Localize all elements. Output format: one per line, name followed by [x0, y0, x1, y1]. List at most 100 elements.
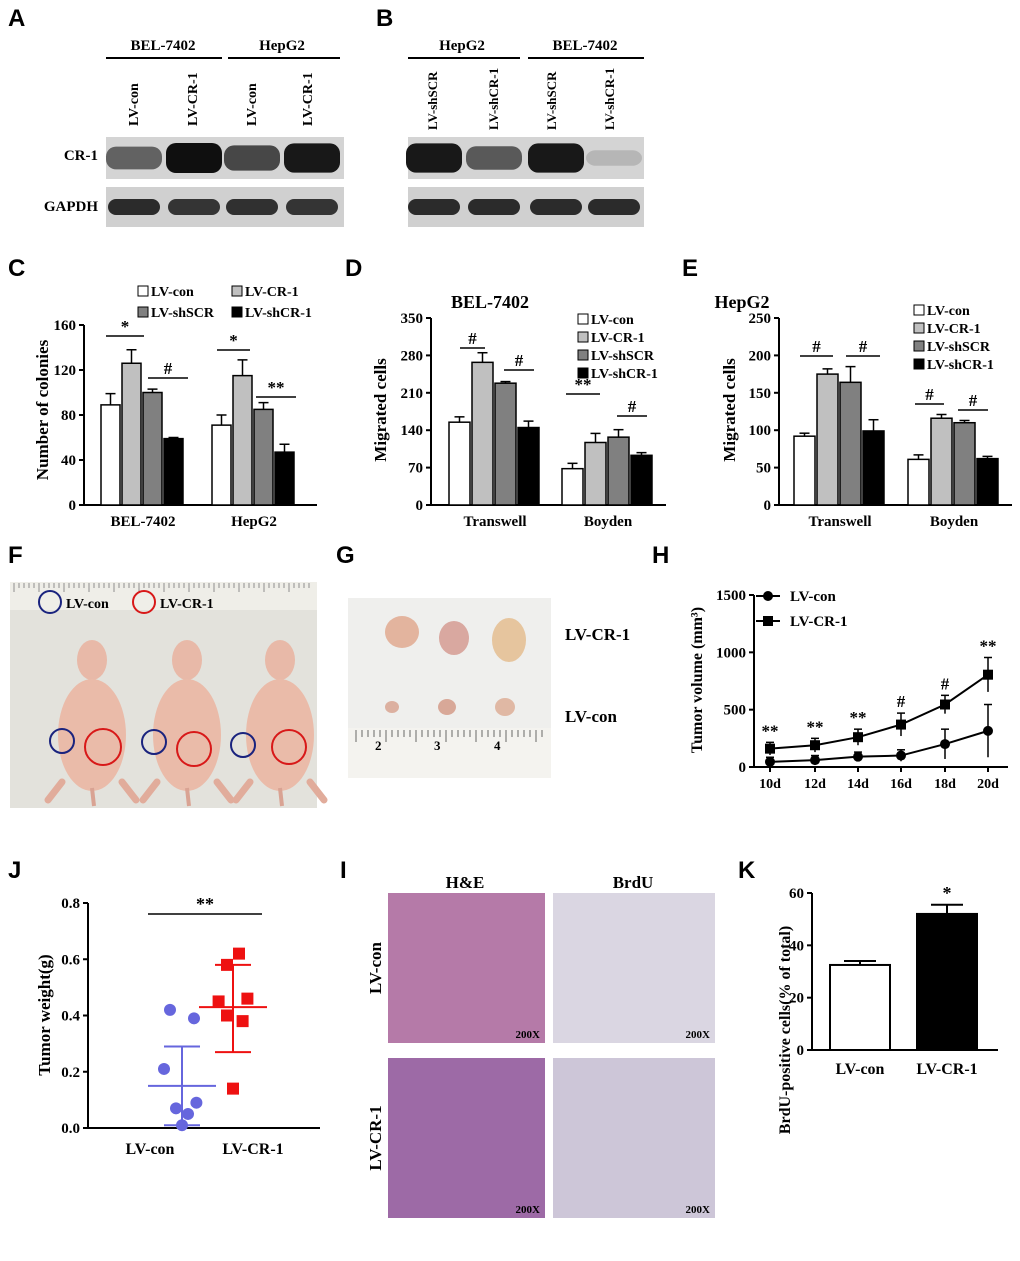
- chart-d-ytick-label: 0: [416, 498, 424, 514]
- chart-k-ytick-label: 20: [789, 991, 804, 1007]
- blot-b-lane-4: LV-shCR-1: [602, 68, 617, 130]
- blot-b-cr1-band-1: [406, 143, 462, 173]
- chart-h-point: [765, 756, 775, 767]
- chart-j-point: [190, 1096, 203, 1109]
- mag-brdu-con: 200X: [686, 1029, 711, 1041]
- chart-k-xtick-label: LV-CR-1: [916, 1061, 977, 1078]
- chart-e-title: HepG2: [714, 292, 769, 312]
- panel-i-row-con: LV-con: [366, 941, 385, 994]
- chart-e-bar: [839, 381, 862, 506]
- micrograph-brdu-con: [553, 893, 715, 1043]
- blot-b-lane-2: LV-shCR-1: [486, 68, 501, 130]
- chart-e-bar: [907, 458, 930, 506]
- tumor-con-1: [385, 701, 399, 713]
- photo-f-legend-con: LV-con: [66, 597, 109, 612]
- chart-j-xtick-label: LV-CR-1: [222, 1141, 283, 1158]
- tumor-con-3: [495, 698, 515, 716]
- chart-d-title: BEL-7402: [451, 292, 529, 312]
- chart-d-sig-label: #: [468, 329, 477, 348]
- chart-h-point: [983, 725, 993, 736]
- chart-e-bar: [793, 435, 816, 506]
- chart-d-sig-label: **: [575, 375, 592, 394]
- chart-e-legend-swatch: [913, 322, 925, 334]
- chart-e-legend-swatch: [913, 340, 925, 352]
- chart-c-ytick-label: 40: [61, 453, 76, 469]
- blot-a-gapdh-band-1: [108, 199, 160, 215]
- chart-c-ylabel: Number of colonies: [33, 339, 52, 480]
- chart-h-point: [983, 669, 993, 680]
- chart-d-bar: [517, 426, 540, 506]
- tumor-ring-1: [49, 728, 75, 754]
- blot-a-cr1-band-4: [284, 143, 340, 173]
- chart-e-ytick-label: 100: [749, 423, 772, 439]
- chart-k-ytick-label: 0: [797, 1043, 805, 1059]
- photo-g-label-cr1: LV-CR-1: [565, 625, 630, 644]
- chart-c-xtick-label: HepG2: [231, 514, 277, 530]
- chart-j-point: [212, 995, 225, 1008]
- chart-e-bar: [816, 373, 839, 506]
- chart-c-bar: [253, 408, 274, 506]
- chart-c-ytick-label: 120: [54, 363, 77, 379]
- chart-j-ytick-label: 0.6: [61, 952, 80, 968]
- chart-d-sig-label: #: [515, 351, 524, 370]
- chart-d-ytick-label: 210: [401, 386, 424, 402]
- mouse-2-head: [172, 640, 202, 680]
- panel-i-row-cr1: LV-CR-1: [366, 1105, 385, 1170]
- chart-d-ytick-label: 70: [408, 461, 423, 477]
- chart-j-ylabel: Tumor weight(g): [35, 954, 54, 1075]
- blot-a-cr1-band-3: [224, 145, 280, 171]
- chart-h-sig-label: #: [941, 674, 950, 693]
- chart-d-xtick-label: Boyden: [584, 514, 633, 530]
- chart-k-ytick-label: 60: [789, 886, 804, 902]
- chart-h-sig-label: **: [980, 636, 997, 655]
- chart-d-bar: [561, 467, 584, 506]
- chart-d-legend-label: LV-CR-1: [591, 331, 645, 346]
- blot-b-cr1-band-2: [466, 146, 522, 170]
- chart-h-point: [940, 699, 950, 710]
- chart-j-point: [182, 1107, 194, 1120]
- blot-b-gapdh-band-1: [408, 199, 460, 215]
- chart-e-ytick-label: 200: [749, 348, 772, 364]
- chart-j-ytick-label: 0.4: [61, 1009, 80, 1025]
- panel-label-d: D: [345, 255, 362, 282]
- chart-h-legend-label-1: LV-con: [790, 589, 837, 605]
- chart-h-point: [853, 751, 863, 762]
- tumor-ring-2: [84, 728, 122, 766]
- chart-h-ylabel: Tumor volume (mm³): [689, 607, 706, 753]
- chart-c-bar: [232, 374, 253, 506]
- chart-h-point: [853, 732, 863, 743]
- photo-f-mouse-group: [44, 640, 328, 807]
- tumor-ring-5: [230, 732, 256, 758]
- chart-j-point: [221, 958, 233, 971]
- tumor-ring-6: [271, 729, 307, 765]
- chart-j-ytick-label: 0.0: [61, 1121, 80, 1137]
- blot-a-cr1-band-1: [106, 146, 162, 170]
- chart-j-xtick-label: LV-con: [126, 1141, 175, 1158]
- chart-h-sig-label: **: [850, 708, 867, 727]
- chart-h-point: [940, 739, 950, 750]
- tumor-ring-3: [141, 729, 167, 755]
- tumor-ring-4: [176, 731, 212, 767]
- tumor-cr1-2: [439, 621, 469, 655]
- micrograph-brdu-cr1: [553, 1058, 715, 1218]
- chart-e-bar: [953, 421, 976, 506]
- chart-e-sig-label: #: [859, 337, 868, 356]
- photo-g-tumors: 2 3 4 LV-CR-1 LV-con: [348, 598, 630, 778]
- chart-j: Tumor weight(g) 0.0 0.2 0.4 0.6 0.8 LV-con LV-…: [35, 894, 320, 1158]
- blot-a-row-gapdh: GAPDH: [44, 199, 98, 215]
- chart-j-point: [236, 1015, 249, 1028]
- chart-c-bar: [163, 437, 184, 506]
- mouse-1-legs: [44, 778, 140, 804]
- chart-c-ytick-label: 80: [61, 408, 76, 424]
- chart-j-point: [158, 1062, 170, 1075]
- blot-a-gapdh-band-2: [168, 199, 220, 215]
- chart-e-legend-label: LV-shCR-1: [927, 358, 994, 373]
- chart-e-bar: [930, 417, 953, 506]
- micrograph-he-con: [388, 893, 545, 1043]
- chart-e-legend-label: LV-con: [927, 304, 970, 319]
- panel-label-c: C: [8, 255, 25, 282]
- chart-j-point: [164, 1003, 176, 1016]
- panel-i-micrographs: H&E BrdU LV-con LV-CR-1 200X 200X 200X 2…: [366, 873, 715, 1218]
- chart-c-sig-label: *: [121, 317, 130, 336]
- photo-f-legend-ring-con: [38, 590, 62, 614]
